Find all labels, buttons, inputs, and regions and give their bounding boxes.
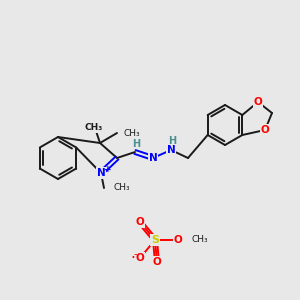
Text: H: H	[168, 136, 176, 146]
Text: N: N	[148, 153, 158, 163]
Text: S: S	[151, 235, 159, 245]
Text: ·: ·	[130, 250, 135, 266]
Text: O: O	[136, 217, 144, 227]
Text: O: O	[174, 235, 182, 245]
Text: N: N	[167, 145, 176, 155]
Text: H: H	[132, 139, 140, 149]
Text: CH₃: CH₃	[85, 124, 103, 133]
Text: O: O	[261, 125, 269, 135]
Text: O: O	[153, 257, 161, 267]
Text: CH₃: CH₃	[192, 236, 208, 244]
Text: N: N	[97, 168, 105, 178]
Text: CH₃: CH₃	[124, 128, 141, 137]
Text: O: O	[254, 97, 262, 107]
Text: +: +	[104, 164, 112, 173]
Text: O: O	[136, 253, 144, 263]
Text: -: -	[134, 249, 137, 259]
Text: CH₃: CH₃	[113, 184, 130, 193]
